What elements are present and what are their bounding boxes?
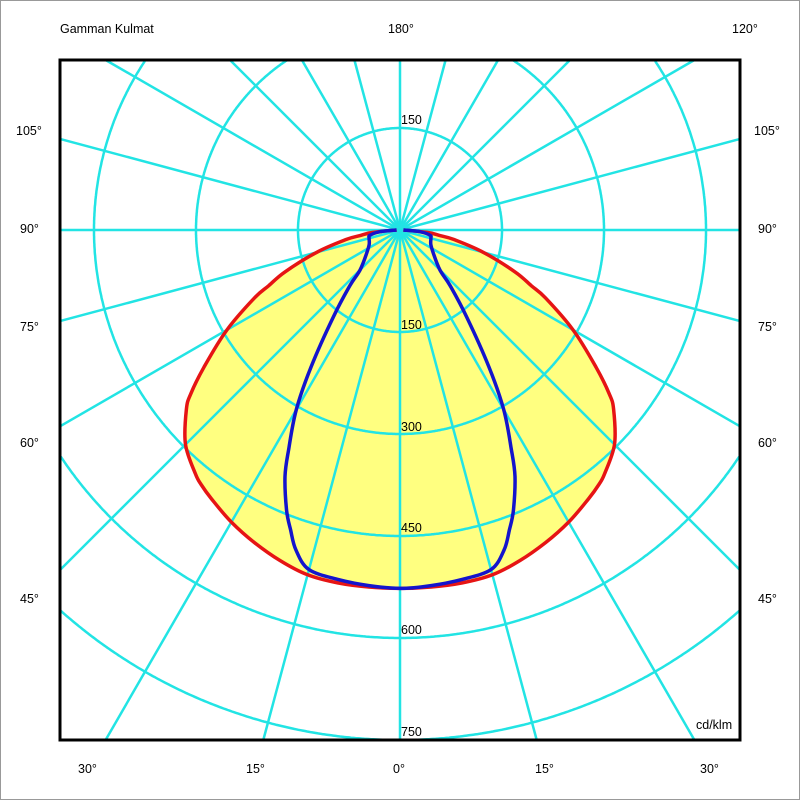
radial-tick-label: 750	[401, 725, 422, 739]
angle-label-top-center: 180°	[388, 22, 414, 36]
radial-tick-label-top: 150	[401, 113, 422, 127]
grid-radial-line	[59, 59, 571, 571]
angle-label-left: 45°	[20, 592, 39, 606]
angle-label-bottom: 15°	[246, 762, 265, 776]
angle-label-right: 90°	[758, 222, 777, 236]
blue-intensity-curve	[283, 228, 517, 591]
angle-label-bottom: 15°	[535, 762, 554, 776]
grid-circle	[92, 60, 708, 538]
angle-label-right: 60°	[758, 436, 777, 450]
grid-radial-line	[353, 59, 538, 741]
angle-label-left: 60°	[20, 436, 39, 450]
angle-label-left: 90°	[20, 222, 39, 236]
grid-radial-line	[104, 58, 741, 428]
grid-radial-line	[104, 59, 500, 741]
plot-frame	[58, 58, 742, 742]
chart-title: Gamman Kulmat	[60, 22, 154, 36]
grid-radial-line	[229, 59, 741, 571]
radial-tick-label: 450	[401, 521, 422, 535]
radial-tick-label: 600	[401, 623, 422, 637]
angle-label-top-right: 120°	[732, 22, 758, 36]
angle-label-bottom: 30°	[78, 762, 97, 776]
angle-label-left: 105°	[16, 124, 42, 138]
radial-tick-label: 150	[401, 318, 422, 332]
grid-circle	[194, 59, 606, 436]
unit-label: cd/klm	[696, 718, 733, 732]
angle-label-right: 105°	[754, 124, 780, 138]
grid-radial-line	[300, 59, 696, 741]
grid-radial-line	[59, 58, 696, 428]
radial-tick-label: 300	[401, 420, 422, 434]
angle-label-bottom: 30°	[700, 762, 719, 776]
angle-label-bottom: 0°	[393, 762, 405, 776]
grid-radial-line	[262, 59, 447, 741]
angle-label-right: 45°	[758, 592, 777, 606]
angle-label-left: 75°	[20, 320, 39, 334]
angle-label-right: 75°	[758, 320, 777, 334]
